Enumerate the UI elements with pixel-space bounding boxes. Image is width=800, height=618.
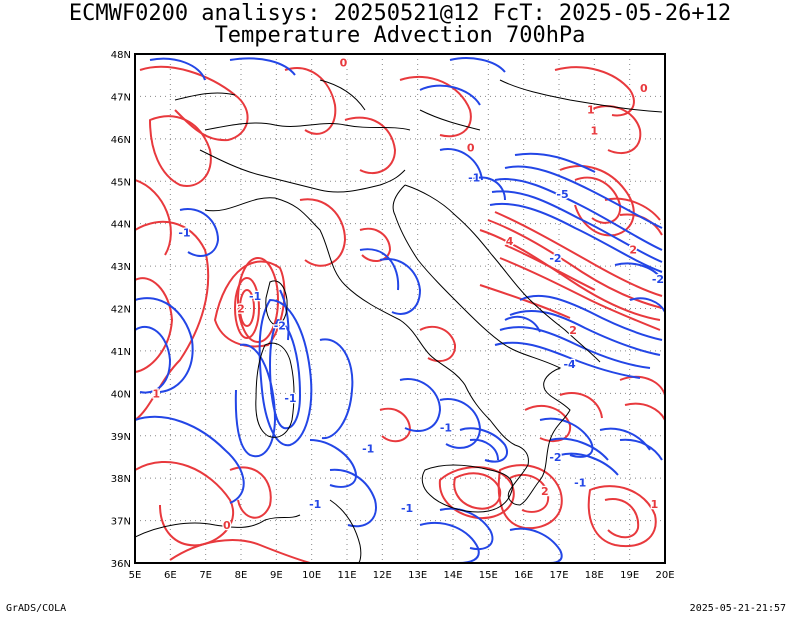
cold-advection-contours [135,57,665,563]
lat-tick-label: 37N [111,517,131,528]
lon-tick-label: 7E [199,570,212,581]
warm-contour-label: 1 [152,388,160,401]
warm-contour-label: 0 [640,82,648,95]
software-credit: GrADS/COLA [6,603,67,614]
lat-tick-label: 40N [111,389,131,400]
lon-tick-label: 18E [585,570,604,581]
warm-contour-label: 4 [506,235,514,248]
warm-contour-label: 2 [237,303,245,316]
lon-tick-label: 14E [443,570,462,581]
warm-contour-label: 1 [651,498,659,511]
lat-tick-label: 42N [111,305,131,316]
lon-tick-label: 17E [549,570,568,581]
cold-contour-label: -1 [401,502,413,515]
lat-tick-label: 48N [111,50,131,61]
cold-contour-label: -2 [549,451,561,464]
lat-tick-label: 36N [111,559,131,570]
lat-tick-label: 43N [111,262,131,273]
cold-contour-label: -5 [556,188,568,201]
lat-tick-label: 45N [111,177,131,188]
cold-contour-label: -1 [284,392,296,405]
coastline [135,79,663,563]
map-subtitle: Temperature Advection 700hPa [214,23,586,48]
warm-contour-label: 0 [340,57,348,70]
render-timestamp: 2025-05-21-21:57 [689,603,786,614]
cold-contour-label: -1 [468,171,480,184]
lon-tick-label: 5E [129,570,142,581]
warm-advection-contours [135,65,665,563]
cold-contour-label: -1 [440,422,452,435]
map-title: ECMWF0200 analisys: 20250521@12 FcT: 202… [68,1,732,26]
cold-contour-label: -1 [178,226,190,239]
lon-tick-label: 6E [164,570,177,581]
lat-tick-label: 41N [111,347,131,358]
lon-tick-label: 19E [620,570,639,581]
lon-tick-label: 9E [270,570,283,581]
lat-tick-label: 47N [111,92,131,103]
lat-tick-label: 44N [111,220,131,231]
cold-contour-label: -2 [549,252,561,265]
cold-contour-label: -1 [309,498,321,511]
lat-tick-label: 39N [111,432,131,443]
cold-contour-label: -1 [574,477,586,490]
warm-contour-label: 0 [223,519,231,532]
lon-tick-label: 13E [408,570,427,581]
lon-tick-label: 16E [514,570,533,581]
warm-contour-label: 2 [629,243,637,256]
lon-tick-label: 20E [655,570,674,581]
lat-lon-grid [135,54,665,563]
warm-contour-label: 1 [587,103,595,116]
cold-contour-label: -1 [362,443,374,456]
cold-contour-label: -1 [249,290,261,303]
cold-contour-label: -2 [652,273,664,286]
warm-contour-label: 2 [569,324,577,337]
lat-tick-label: 38N [111,474,131,485]
lon-tick-label: 8E [235,570,248,581]
contour-labels: -1 2 -2 -1 1 -1 -1 -1 0 2 -2 -4 2 4 -2 -5 2 -2 0 -1 1 1 0 -1 0 1 -… [151,55,665,533]
cold-contour-label: -4 [563,358,576,371]
lon-tick-label: 12E [373,570,392,581]
warm-contour-label: 0 [467,142,475,155]
warm-contour-label: 1 [591,125,599,138]
lon-tick-label: 11E [337,570,356,581]
cold-contour-label: -2 [274,320,286,333]
lon-tick-label: 10E [302,570,321,581]
lon-tick-label: 15E [479,570,498,581]
map-frame [134,53,666,564]
warm-contour-label: 2 [541,485,549,498]
lat-tick-label: 46N [111,135,131,146]
longitude-axis: 5E 6E 7E 8E 9E 10E 11E 12E 13E 14E 15E 16E 17E 18E 19E… [129,570,675,581]
latitude-axis: 48N 47N 46N 45N 44N 43N 42N 41N 40N 39N 38N 37N 36N [111,50,131,570]
